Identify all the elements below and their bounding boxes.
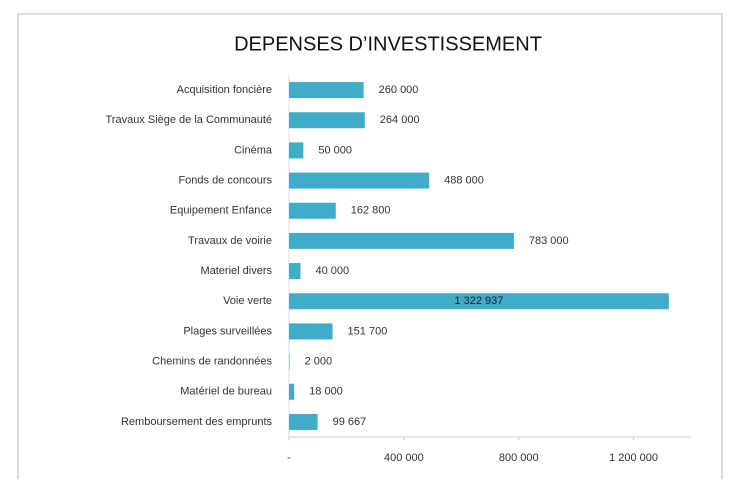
data-label: 260 000 [379, 84, 419, 96]
y-tick-label: Remboursement des emprunts [121, 416, 273, 428]
bar [289, 142, 304, 159]
data-label: 162 800 [351, 205, 391, 217]
y-tick-label: Cinéma [234, 144, 273, 156]
y-tick-label: Plages surveillées [183, 325, 272, 337]
data-label: 18 000 [309, 386, 343, 398]
bar [289, 383, 295, 400]
data-label: 488 000 [444, 174, 484, 186]
data-label: 50 000 [318, 144, 352, 156]
data-label: 783 000 [529, 235, 569, 247]
y-tick-label: Acquisition foncière [177, 84, 272, 96]
data-label: 264 000 [380, 114, 420, 126]
chart-frame [17, 13, 723, 484]
x-tick-label: 800 000 [499, 452, 539, 464]
x-tick-label: - [287, 452, 291, 464]
x-tick-label: 1 200 000 [609, 452, 658, 464]
chart-title: DEPENSES D’INVESTISSEMENT [234, 33, 542, 55]
bar [289, 112, 365, 129]
x-tick-label: 400 000 [384, 452, 424, 464]
y-tick-label: Travaux Siège de la Communauté [105, 114, 272, 126]
bar [289, 323, 333, 340]
data-label: 1 322 937 [454, 295, 503, 307]
bar [289, 232, 514, 249]
y-tick-label: Travaux de voirie [188, 235, 272, 247]
bar [289, 413, 318, 430]
y-tick-label: Materiel divers [200, 265, 272, 277]
bar [289, 293, 669, 310]
bar [289, 82, 364, 99]
bar [289, 263, 301, 280]
y-tick-label: Chemins de randonnées [152, 355, 272, 367]
y-tick-label: Equipement Enfance [170, 205, 272, 217]
data-label: 2 000 [305, 355, 333, 367]
bar [289, 172, 430, 189]
data-label: 151 700 [348, 325, 388, 337]
data-label: 99 667 [333, 416, 367, 428]
bar [289, 202, 336, 219]
y-tick-label: Fonds de concours [178, 174, 272, 186]
data-label: 40 000 [315, 265, 349, 277]
bar [289, 353, 290, 370]
y-tick-label: Voie verte [223, 295, 272, 307]
y-tick-label: Matériel de bureau [180, 386, 272, 398]
